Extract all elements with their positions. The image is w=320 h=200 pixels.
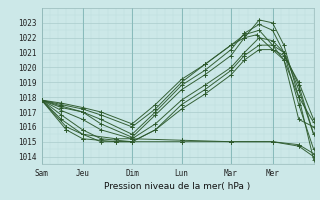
X-axis label: Pression niveau de la mer( hPa ): Pression niveau de la mer( hPa )	[104, 182, 251, 191]
